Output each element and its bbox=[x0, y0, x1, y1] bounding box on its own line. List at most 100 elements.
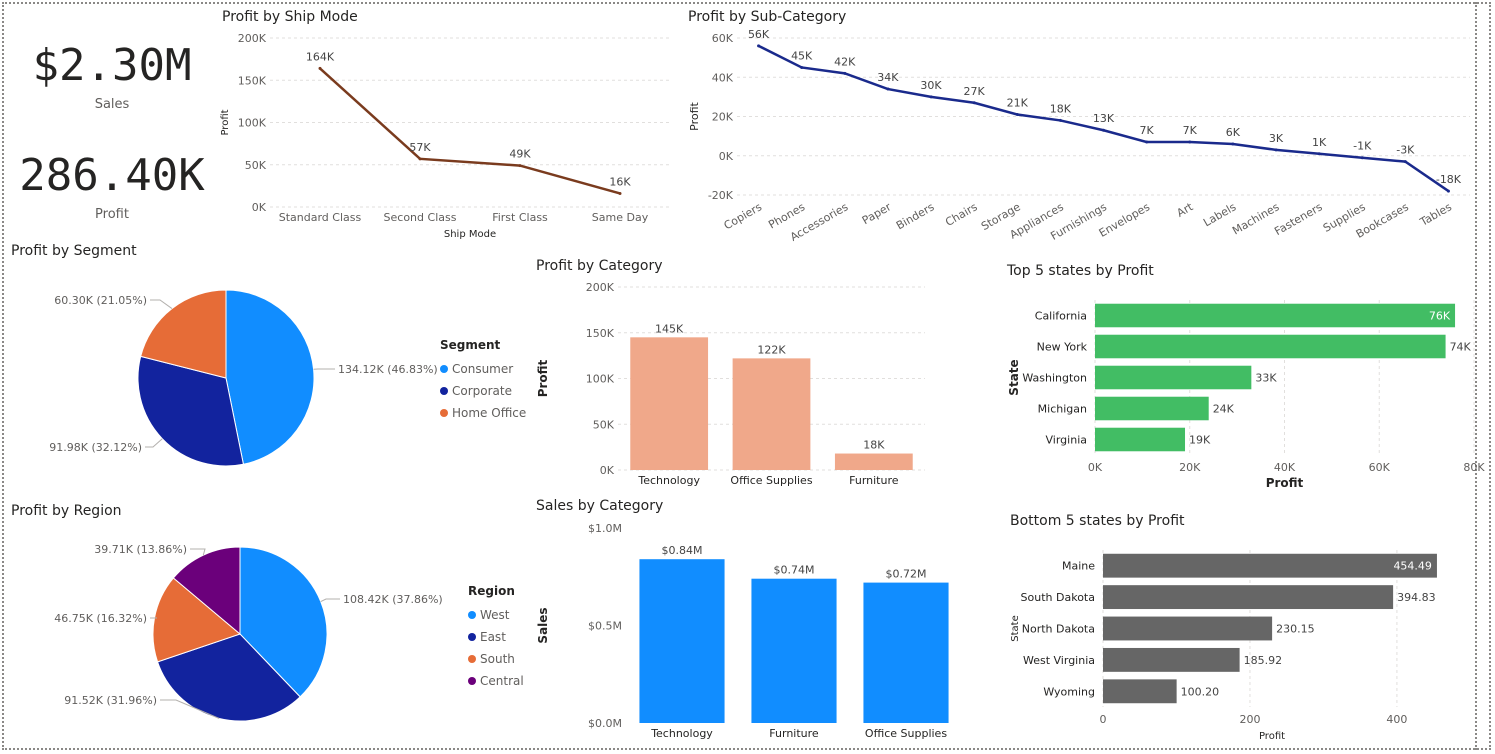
bar bbox=[751, 578, 837, 723]
ship-mode-chart-title: Profit by Ship Mode bbox=[222, 9, 358, 25]
data-label: 57K bbox=[409, 141, 431, 154]
data-label: $0.74M bbox=[774, 564, 815, 577]
y-tick-label: Washington bbox=[1022, 372, 1087, 385]
data-label: 18K bbox=[1050, 102, 1072, 115]
legend-dot-icon bbox=[468, 611, 476, 619]
pie-slice bbox=[239, 546, 328, 698]
data-label: 454.49 bbox=[1393, 560, 1432, 573]
data-point bbox=[800, 65, 804, 69]
x-tick-label: Standard Class bbox=[279, 211, 362, 224]
legend-label: East bbox=[480, 630, 506, 644]
slice-label: 134.12K (46.83%) bbox=[338, 363, 438, 376]
data-label: 19K bbox=[1189, 434, 1211, 447]
slice-label: 46.75K (16.32%) bbox=[54, 612, 147, 625]
x-tick-label: 80K bbox=[1463, 461, 1485, 474]
x-tick-label: Second Class bbox=[384, 211, 457, 224]
leader-line bbox=[150, 299, 173, 309]
legend-label: Central bbox=[480, 674, 524, 688]
y-tick-label: Virginia bbox=[1046, 434, 1087, 447]
y-tick-label: 40K bbox=[712, 71, 734, 84]
slice-label: 60.30K (21.05%) bbox=[54, 294, 147, 307]
legend-item-west[interactable]: West bbox=[468, 604, 524, 626]
bar bbox=[1103, 616, 1273, 641]
bar bbox=[1103, 679, 1177, 704]
pie-slice bbox=[140, 289, 227, 379]
profit-kpi-value: 286.40K bbox=[19, 150, 205, 201]
y-tick-label: 200K bbox=[238, 32, 267, 45]
x-tick-label: Office Supplies bbox=[865, 727, 947, 740]
leader-line bbox=[160, 699, 220, 719]
data-point bbox=[1058, 118, 1062, 122]
x-tick-label: First Class bbox=[492, 211, 548, 224]
top5-chart-title: Top 5 states by Profit bbox=[1007, 263, 1154, 279]
y-tick-label: 100K bbox=[586, 373, 615, 386]
data-label: $0.72M bbox=[886, 568, 927, 581]
legend-item-consumer[interactable]: Consumer bbox=[440, 358, 526, 380]
region-chart-title: Profit by Region bbox=[11, 503, 122, 519]
y-tick-label: 150K bbox=[586, 327, 615, 340]
y-tick-label: 0K bbox=[600, 464, 615, 477]
data-label: -18K bbox=[1436, 173, 1462, 186]
segment-legend-title: Segment bbox=[440, 338, 501, 352]
data-point bbox=[418, 157, 422, 161]
y-axis-title: Profit bbox=[688, 101, 701, 130]
sub-category-chart-title: Profit by Sub-Category bbox=[688, 9, 847, 25]
data-label: 100.20 bbox=[1181, 685, 1220, 698]
y-axis-title: Profit bbox=[220, 109, 231, 135]
y-tick-label: 60K bbox=[712, 32, 734, 45]
legend-item-central[interactable]: Central bbox=[468, 670, 524, 692]
segment-legend: Segment Consumer Corporate Home Office bbox=[440, 338, 526, 424]
data-label: 18K bbox=[863, 439, 885, 452]
data-label: 27K bbox=[964, 85, 986, 98]
legend-item-home-office[interactable]: Home Office bbox=[440, 402, 526, 424]
y-tick-label: New York bbox=[1037, 341, 1088, 354]
x-tick-label: Same Day bbox=[592, 211, 649, 224]
data-label: 34K bbox=[877, 71, 899, 84]
bar bbox=[834, 453, 913, 470]
data-label: 3K bbox=[1269, 132, 1284, 145]
y-tick-label: California bbox=[1035, 310, 1087, 323]
region-legend-title: Region bbox=[468, 584, 515, 598]
data-label: 230.15 bbox=[1276, 623, 1315, 636]
legend-item-east[interactable]: East bbox=[468, 626, 524, 648]
y-tick-label: Maine bbox=[1062, 560, 1095, 573]
slice-label: 91.98K (32.12%) bbox=[49, 441, 142, 454]
y-tick-label: 50K bbox=[593, 418, 615, 431]
legend-dot-icon bbox=[468, 655, 476, 663]
legend-label: Corporate bbox=[452, 384, 512, 398]
x-tick-label: Furniture bbox=[849, 474, 899, 487]
data-point bbox=[1317, 152, 1321, 156]
sales-kpi-label: Sales bbox=[94, 97, 130, 112]
bottom5-chart-title: Bottom 5 states by Profit bbox=[1010, 513, 1185, 529]
data-label: 164K bbox=[306, 50, 335, 63]
data-point bbox=[972, 101, 976, 105]
legend-item-south[interactable]: South bbox=[468, 648, 524, 670]
x-tick-label: 0K bbox=[1088, 461, 1103, 474]
data-point bbox=[1446, 189, 1450, 193]
y-tick-label: $0.0M bbox=[588, 717, 622, 730]
y-tick-label: Wyoming bbox=[1043, 685, 1095, 698]
region-legend: Region West East South Central bbox=[468, 584, 524, 692]
data-label: 145K bbox=[655, 322, 684, 335]
data-point bbox=[929, 95, 933, 99]
series-line bbox=[319, 67, 621, 195]
data-label: 7K bbox=[1140, 124, 1155, 137]
data-label: 45K bbox=[791, 49, 813, 62]
bar bbox=[1095, 396, 1209, 421]
leader-line bbox=[190, 548, 206, 556]
legend-item-corporate[interactable]: Corporate bbox=[440, 380, 526, 402]
legend-label: Consumer bbox=[452, 362, 514, 376]
x-tick-label: 40K bbox=[1274, 461, 1296, 474]
slice-label: 108.42K (37.86%) bbox=[343, 593, 443, 606]
x-tick-label: 0 bbox=[1100, 713, 1107, 726]
data-point bbox=[843, 71, 847, 75]
data-label: 1K bbox=[1312, 136, 1327, 149]
x-tick-label: Furniture bbox=[769, 727, 819, 740]
sales-kpi-value: $2.30M bbox=[32, 40, 192, 91]
y-tick-label: $0.5M bbox=[588, 620, 622, 633]
